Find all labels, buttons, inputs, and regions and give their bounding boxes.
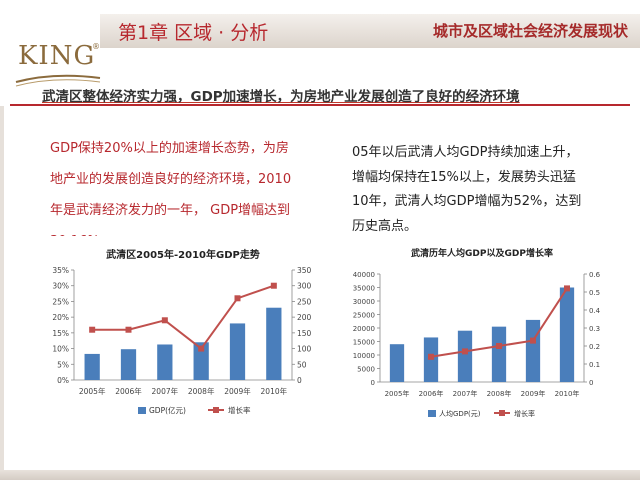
left-axis-tick-label: 10%	[52, 345, 69, 354]
x-axis-tick-label: 2005年	[79, 386, 106, 396]
right-axis-tick-label: 200	[297, 313, 312, 322]
legend-line-marker	[213, 407, 219, 413]
right-axis-tick-label: 0.1	[589, 361, 600, 369]
left-axis-tick-label: 5%	[57, 360, 69, 369]
footer-bar	[0, 470, 640, 480]
left-axis-tick-label: 25000	[353, 312, 375, 320]
headline-rule	[10, 104, 630, 106]
left-decorative-strip	[0, 106, 4, 470]
chart-title: 武清历年人均GDP以及GDP增长率	[411, 247, 553, 259]
line-point	[530, 337, 536, 344]
x-axis-tick-label: 2007年	[453, 389, 478, 398]
right-axis-tick-label: 50	[297, 360, 307, 369]
section-title: 城市及区域社会经济发展现状	[432, 22, 628, 40]
header-bar	[100, 14, 640, 48]
x-axis-tick-label: 2006年	[115, 386, 142, 396]
left-axis-tick-label: 15%	[52, 329, 69, 338]
left-axis-tick-label: 15000	[353, 339, 375, 347]
paragraph-left-line: GDP保持20%以上的加速增长态势，为房	[50, 141, 289, 156]
logo-swoosh-icon	[15, 74, 101, 87]
left-axis-tick-label: 35000	[353, 285, 375, 293]
line-point	[462, 348, 468, 355]
x-axis-tick-label: 2010年	[261, 386, 288, 396]
bar	[559, 287, 575, 382]
paragraph-right: 05年以后武清人均GDP持续加速上升， 增幅均保持在15%以上，发展势头迅猛 1…	[352, 141, 614, 239]
right-axis-tick-label: 0	[589, 379, 593, 387]
right-axis-tick-label: 0	[297, 376, 302, 385]
legend-bar-swatch	[428, 410, 436, 417]
x-axis-tick-label: 2009年	[521, 389, 546, 398]
paragraph-right-line: 10年，武清人均GDP增幅为52%，达到	[352, 194, 582, 209]
line-point	[198, 345, 205, 352]
right-axis-tick-label: 250	[297, 297, 312, 306]
bar	[157, 344, 173, 380]
bar	[120, 349, 137, 380]
right-axis-tick-label: 0.3	[589, 325, 600, 333]
legend-line-label: 增长率	[228, 405, 251, 415]
bar	[193, 342, 209, 380]
left-axis-tick-label: 30%	[52, 282, 69, 291]
left-axis-tick-label: 25%	[52, 297, 69, 306]
chart-title: 武清区2005年-2010年GDP走势	[106, 248, 260, 261]
logo-registered-mark: ®	[92, 42, 100, 51]
bar	[457, 330, 473, 382]
left-axis-tick-label: 0	[371, 379, 375, 387]
legend-bar-label: 人均GDP(元)	[439, 409, 481, 418]
paragraph-right-line: 05年以后武清人均GDP持续加速上升，	[352, 145, 579, 160]
line-point	[496, 343, 502, 349]
left-axis-tick-label: 0%	[57, 376, 69, 385]
x-axis-tick-label: 2005年	[385, 389, 410, 398]
gdp-trend-chart-svg: 武清区2005年-2010年GDP走势 0% 5% 10% 15% 20% 25% 30% 35…	[52, 248, 312, 415]
left-axis-tick-label: 10000	[353, 352, 375, 360]
left-axis-tick-label: 30000	[353, 298, 375, 306]
legend-bar-swatch	[138, 407, 146, 414]
paragraph-left-line: 地产业的发展创造良好的经济环境，2010	[50, 172, 292, 187]
bar	[84, 353, 100, 380]
left-axis-tick-label: 20%	[52, 313, 69, 322]
left-axis-tick-label: 35%	[52, 266, 69, 275]
per-capita-gdp-chart-svg: 武清历年人均GDP以及GDP增长率 0 5000 10000 15000 20000 250…	[353, 247, 601, 418]
x-axis-tick-label: 2006年	[419, 389, 444, 398]
bar	[266, 307, 282, 380]
paragraph-right-line: 增幅均保持在15%以上，发展势头迅猛	[352, 169, 576, 185]
gdp-trend-chart: 武清区2005年-2010年GDP走势 0% 5% 10% 15% 20% 25% 30% 35…	[46, 236, 328, 420]
headline: 武清区整体经济实力强，GDP加速增长，为房地产业发展创造了良好的经济环境	[42, 89, 520, 105]
right-axis-tick-label: 0.6	[589, 271, 601, 279]
line-point	[270, 282, 277, 289]
x-axis-tick-label: 2008年	[487, 389, 512, 398]
right-axis-tick-label: 350	[297, 266, 312, 275]
per-capita-gdp-chart: 武清历年人均GDP以及GDP增长率 0 5000 10000 15000 20000 250…	[346, 242, 608, 422]
right-axis-tick-label: 0.2	[589, 343, 600, 351]
series-line	[92, 284, 275, 350]
x-axis-tick-label: 2010年	[555, 389, 580, 398]
x-axis-tick-label: 2008年	[188, 386, 215, 396]
line-point	[564, 285, 570, 292]
bar	[229, 323, 246, 380]
left-axis-tick-label: 5000	[357, 366, 375, 374]
chapter-title: 第1章 区域 · 分析	[118, 22, 269, 44]
bar	[525, 319, 541, 382]
line-point	[428, 353, 434, 360]
right-axis-tick-label: 300	[297, 282, 312, 291]
line-point	[161, 317, 168, 324]
x-axis-tick-label: 2007年	[152, 386, 179, 396]
left-axis-tick-label: 20000	[353, 325, 375, 333]
left-axis-tick-label: 40000	[353, 271, 375, 279]
logo-text: KING	[18, 41, 96, 71]
legend-bar-label: GDP(亿元)	[149, 405, 186, 415]
paragraph-left-line: 年是武清经济发力的一年， GDP增幅达到	[50, 203, 291, 218]
right-axis-tick-label: 100	[297, 345, 312, 354]
line-point	[234, 295, 241, 302]
right-axis-tick-label: 0.5	[589, 289, 600, 297]
x-axis-tick-label: 2009年	[224, 386, 251, 396]
bar	[389, 344, 405, 382]
legend-line-label: 增长率	[514, 409, 535, 418]
line-point	[125, 326, 132, 333]
line-point	[89, 326, 96, 333]
paragraph-right-line: 历史高点。	[352, 218, 418, 234]
right-axis-tick-label: 0.4	[589, 307, 601, 315]
legend-line-marker	[499, 410, 505, 416]
right-axis-tick-label: 150	[297, 329, 312, 338]
bar	[491, 326, 507, 382]
